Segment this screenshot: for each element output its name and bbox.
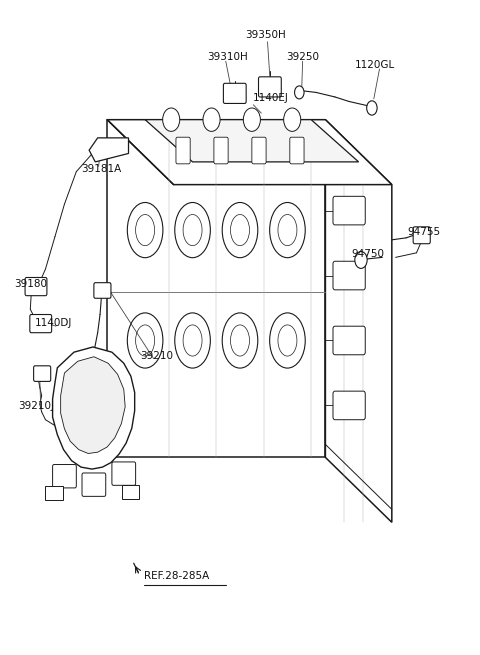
Circle shape <box>295 86 304 99</box>
Polygon shape <box>53 347 135 469</box>
Text: 39181A: 39181A <box>81 164 121 174</box>
Text: 1140DJ: 1140DJ <box>35 318 72 328</box>
FancyBboxPatch shape <box>176 137 190 164</box>
FancyBboxPatch shape <box>94 283 111 298</box>
Circle shape <box>203 108 220 132</box>
Polygon shape <box>89 138 129 162</box>
Circle shape <box>284 108 301 132</box>
FancyBboxPatch shape <box>112 462 136 485</box>
Polygon shape <box>145 120 359 162</box>
Text: 39210J: 39210J <box>18 401 54 411</box>
FancyBboxPatch shape <box>223 83 246 103</box>
Text: 94750: 94750 <box>351 250 384 259</box>
Text: 1120GL: 1120GL <box>355 60 395 69</box>
Circle shape <box>355 252 367 269</box>
FancyBboxPatch shape <box>290 137 304 164</box>
Text: 39180: 39180 <box>14 279 48 290</box>
FancyBboxPatch shape <box>25 278 47 295</box>
Circle shape <box>243 108 261 132</box>
FancyBboxPatch shape <box>252 137 266 164</box>
Polygon shape <box>107 120 392 185</box>
FancyBboxPatch shape <box>34 365 51 381</box>
FancyBboxPatch shape <box>82 473 106 496</box>
Polygon shape <box>107 120 325 457</box>
FancyBboxPatch shape <box>259 77 281 97</box>
Text: 39210: 39210 <box>140 350 173 361</box>
Text: 39250: 39250 <box>287 52 320 62</box>
FancyBboxPatch shape <box>333 261 365 290</box>
Text: 39350H: 39350H <box>245 31 286 41</box>
Circle shape <box>163 108 180 132</box>
Text: REF.28-285A: REF.28-285A <box>144 571 209 582</box>
Text: 39310H: 39310H <box>207 52 248 62</box>
Circle shape <box>367 101 377 115</box>
FancyBboxPatch shape <box>333 196 365 225</box>
Polygon shape <box>46 486 62 500</box>
FancyBboxPatch shape <box>333 391 365 420</box>
FancyBboxPatch shape <box>214 137 228 164</box>
Polygon shape <box>122 485 139 499</box>
FancyBboxPatch shape <box>30 314 52 333</box>
FancyBboxPatch shape <box>413 227 430 244</box>
Text: 94755: 94755 <box>407 227 440 237</box>
Polygon shape <box>325 120 392 522</box>
FancyBboxPatch shape <box>53 464 76 488</box>
Polygon shape <box>60 357 125 453</box>
Text: 1140EJ: 1140EJ <box>253 94 289 103</box>
FancyBboxPatch shape <box>333 326 365 355</box>
